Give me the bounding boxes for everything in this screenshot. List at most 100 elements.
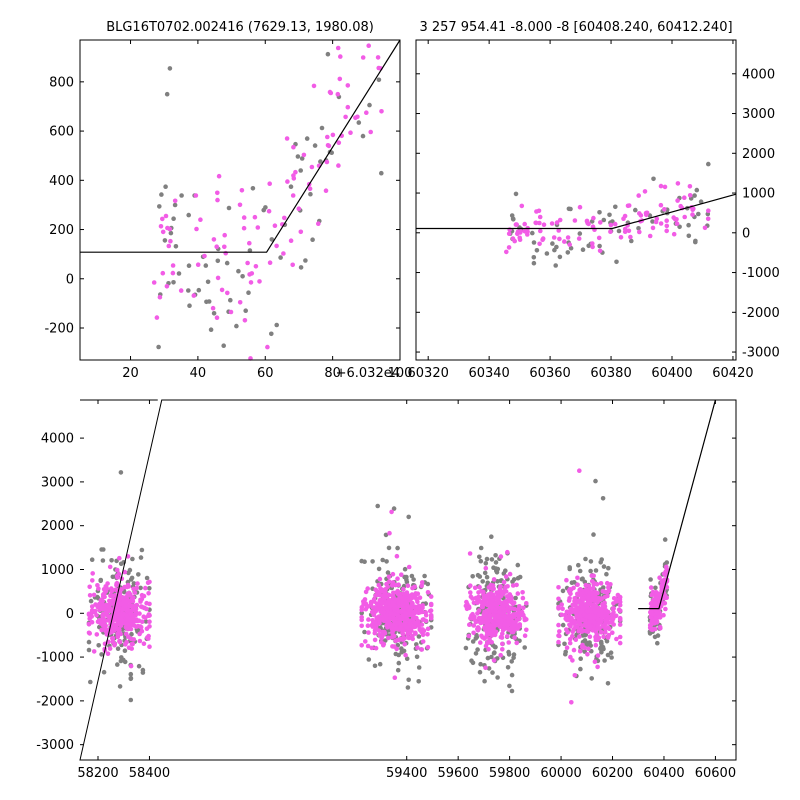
zoom-point-gray <box>203 263 209 268</box>
zoom-axes-frame <box>79 39 401 361</box>
full-point-pink <box>386 635 391 641</box>
zoom-point-gray <box>171 280 176 285</box>
window-point-gray <box>531 240 537 245</box>
full-point-pink <box>365 623 371 628</box>
full-point-pink <box>491 658 497 663</box>
full-point-gray <box>411 577 416 582</box>
full-point-pink <box>610 630 615 635</box>
full-point-gray <box>482 570 488 576</box>
full-point-gray <box>655 640 660 646</box>
full-point-pink <box>593 605 598 610</box>
full-point-gray <box>396 652 402 658</box>
full-point-gray <box>100 558 106 563</box>
full-point-pink <box>476 626 482 632</box>
full-point-pink <box>556 604 561 610</box>
window-point-pink <box>662 184 668 190</box>
y-tick-label: 0 <box>66 607 74 622</box>
full-point-pink <box>506 619 512 624</box>
full-point-pink <box>123 599 129 604</box>
full-point-pink <box>383 605 389 610</box>
full-point-pink <box>611 610 616 615</box>
full-point-gray <box>473 651 479 656</box>
full-point-gray <box>598 639 604 645</box>
zoom-point-pink <box>338 54 343 59</box>
full-point-gray <box>583 556 588 562</box>
window-point-gray <box>686 222 691 228</box>
full-point-gray <box>510 579 515 585</box>
full-point-pink <box>568 654 573 660</box>
full-point-pink <box>102 594 107 600</box>
window-point-pink <box>650 225 656 231</box>
full-point-pink <box>605 616 611 621</box>
zoom-point-gray <box>186 288 191 293</box>
full-point-pink <box>87 631 92 636</box>
full-point-pink <box>139 628 145 634</box>
window-point-pink <box>671 231 677 237</box>
zoom-point-pink <box>252 214 258 220</box>
full-point-pink <box>595 664 600 670</box>
full-point-pink <box>658 625 663 631</box>
full-point-pink <box>497 609 502 615</box>
window-point-pink <box>690 212 695 217</box>
full-point-pink <box>122 584 127 590</box>
window-point-pink <box>671 215 676 220</box>
full-point-pink <box>428 608 434 613</box>
full-point-gray <box>515 575 521 581</box>
zoom-point-pink <box>225 290 230 296</box>
zoom-point-gray <box>318 159 323 164</box>
panel-window: 3 257 954.41 -8.000 -8 [60408.240, 60412… <box>408 20 780 381</box>
full-point-pink <box>491 627 496 632</box>
zoom-point-pink <box>219 287 225 293</box>
full-point-gray <box>140 667 146 673</box>
full-point-pink <box>420 617 426 622</box>
full-point-pink <box>570 633 575 639</box>
full-point-pink <box>594 632 600 637</box>
full-point-pink <box>572 673 578 678</box>
full-point-pink <box>363 639 368 644</box>
window-point-pink <box>612 221 618 227</box>
full-point-pink <box>611 601 616 606</box>
full-point-gray <box>492 650 497 655</box>
window-point-gray <box>534 248 540 253</box>
window-point-gray <box>686 233 692 239</box>
full-point-pink <box>477 584 482 590</box>
full-point-pink <box>375 603 381 608</box>
window-point-pink <box>590 244 595 250</box>
window-point-pink <box>577 204 583 210</box>
zoom-point-pink <box>241 225 247 231</box>
full-point-pink <box>580 596 586 601</box>
full-point-pink <box>565 629 570 635</box>
full-point-gray <box>522 645 527 650</box>
full-point-pink <box>373 645 379 651</box>
full-point-gray <box>88 598 94 604</box>
zoom-point-pink <box>242 318 248 323</box>
full-point-gray <box>515 562 521 568</box>
full-point-gray <box>143 619 149 624</box>
full-point-pink <box>556 639 561 645</box>
full-point-pink <box>586 609 592 614</box>
window-point-pink <box>556 228 561 233</box>
window-point-gray <box>557 254 563 260</box>
full-point-pink <box>420 639 426 644</box>
full-point-gray <box>136 663 142 669</box>
full-point-gray <box>577 568 583 574</box>
full-point-gray <box>506 652 512 657</box>
full-point-pink <box>87 584 92 590</box>
zoom-point-gray <box>226 205 232 211</box>
full-point-pink <box>412 604 418 610</box>
full-point-pink <box>585 652 590 657</box>
window-point-pink <box>675 198 680 203</box>
full-point-pink <box>663 572 669 578</box>
window-point-pink <box>596 235 602 241</box>
x-tick-label: 60200 <box>592 766 633 781</box>
zoom-point-pink <box>267 181 273 186</box>
full-point-pink <box>377 620 382 626</box>
full-point-gray <box>395 667 401 673</box>
full-scatter-points <box>86 468 670 705</box>
zoom-point-gray <box>172 202 178 208</box>
full-point-gray <box>383 638 388 643</box>
full-point-gray <box>578 656 583 661</box>
full-point-pink <box>372 637 378 643</box>
window-point-gray <box>651 176 656 182</box>
full-point-pink <box>90 571 95 576</box>
